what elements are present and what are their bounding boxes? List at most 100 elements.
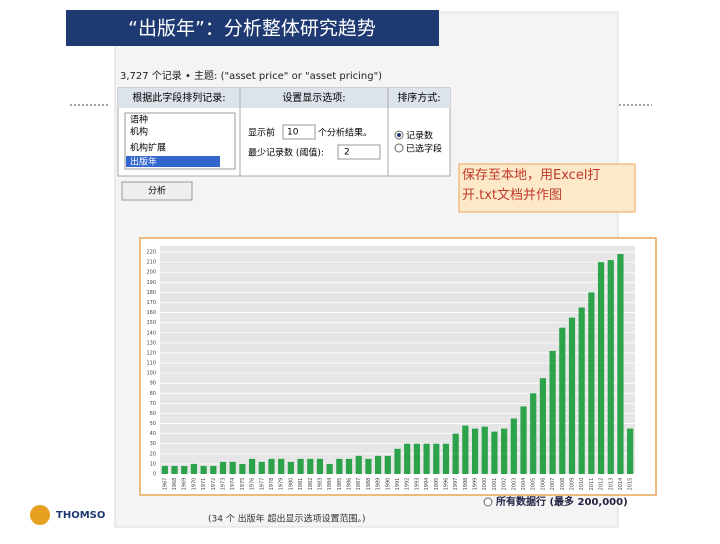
x-tick-label: 1996 <box>443 478 449 491</box>
radio-dot <box>397 133 401 137</box>
x-tick-label: 1980 <box>288 478 294 491</box>
y-tick-label: 110 <box>146 361 156 367</box>
x-tick-label: 1973 <box>221 478 227 491</box>
bar <box>597 262 605 474</box>
count-select[interactable] <box>282 124 316 140</box>
threshold-input[interactable] <box>337 144 381 160</box>
bar <box>510 418 517 474</box>
bar <box>501 428 508 474</box>
x-tick-label: 1976 <box>250 478 256 491</box>
x-tick-label: 1967 <box>162 478 168 491</box>
x-tick-label: 1972 <box>211 478 217 491</box>
bar <box>171 465 178 474</box>
y-tick-label: 120 <box>146 350 156 356</box>
x-tick-label: 1975 <box>240 478 246 491</box>
bar <box>297 458 304 474</box>
record-count: 3,727 个记录 • 主题: ("asset price" or "asset… <box>120 70 382 82</box>
x-tick-label: 1994 <box>424 478 430 491</box>
field[interactable]: 语种 <box>130 114 148 126</box>
x-tick-label: 1984 <box>327 478 333 491</box>
radio[interactable] <box>483 497 493 507</box>
sort-option[interactable]: 已选字段 <box>406 143 442 155</box>
label: 最少记录数 (阈值): <box>248 147 324 159</box>
x-tick-label: 2003 <box>511 478 517 491</box>
slide-title: “出版年”：分析整体研究趋势 <box>128 18 376 40</box>
field[interactable]: 出版年 <box>130 156 157 168</box>
x-tick-label: 2005 <box>531 478 537 491</box>
all-rows[interactable]: 所有数据行 (最多 200,000) <box>496 495 628 508</box>
button-label[interactable]: 分析 <box>148 185 166 197</box>
plot-area <box>160 246 635 474</box>
bar <box>307 458 314 474</box>
bar <box>617 254 624 474</box>
bar <box>161 465 168 474</box>
bar <box>549 350 556 474</box>
bar <box>491 431 498 474</box>
x-tick-label: 2015 <box>628 478 634 491</box>
bar <box>229 461 236 474</box>
bar <box>345 458 353 474</box>
y-tick-label: 210 <box>146 260 156 266</box>
x-tick-label: 1987 <box>356 478 362 491</box>
x-tick-label: 1997 <box>453 478 459 491</box>
x-tick-label: 2000 <box>482 478 488 491</box>
bar <box>181 465 188 474</box>
annotation-wrap: 保存至本地，用Excel打开.txt文档并作图 <box>462 168 600 203</box>
bar <box>248 458 256 474</box>
bar <box>287 461 294 474</box>
x-tick-label: 2011 <box>589 478 595 491</box>
x-tick-label: 1992 <box>405 478 411 491</box>
sort-option[interactable]: 记录数 <box>406 130 433 142</box>
header: 设置显示选项: <box>282 91 345 104</box>
y-tick-label: 10 <box>150 461 156 467</box>
bar <box>268 458 275 474</box>
y-tick-label: 180 <box>146 290 156 296</box>
bar <box>375 455 382 474</box>
x-tick-label: 1979 <box>279 478 285 491</box>
field[interactable]: 机构 <box>130 126 148 138</box>
bar <box>200 465 207 474</box>
bar <box>568 317 576 474</box>
field[interactable]: 机构扩展 <box>130 142 166 154</box>
bar <box>539 378 547 474</box>
label: 个分析结果。 <box>318 127 372 139</box>
bar <box>442 443 450 474</box>
y-tick-label: 100 <box>146 371 156 377</box>
radio[interactable] <box>394 143 404 153</box>
y-tick-label: 170 <box>146 300 156 306</box>
x-tick-label: 1982 <box>308 478 314 491</box>
x-tick-label: 1981 <box>298 478 304 491</box>
footnote: (34 个 出版年 超出显示选项设置范围。) <box>208 513 366 525</box>
bar <box>365 458 372 474</box>
count[interactable]: 10 <box>287 128 299 138</box>
y-tick-label: 220 <box>146 250 156 256</box>
x-tick-label: 1985 <box>337 478 343 491</box>
x-tick-label: 2008 <box>560 478 566 491</box>
x-tick-label: 1971 <box>201 478 207 491</box>
y-tick-label: 20 <box>150 451 156 457</box>
label: 显示前 <box>248 127 275 139</box>
y-tick-label: 200 <box>146 270 156 276</box>
x-tick-label: 1999 <box>473 478 479 491</box>
header: 排序方式: <box>397 91 440 104</box>
analyze-button[interactable] <box>121 181 193 201</box>
bar <box>190 463 198 474</box>
y-tick-label: 150 <box>146 320 156 326</box>
bar <box>588 292 595 474</box>
y-tick-label: 60 <box>150 411 156 417</box>
y-tick-label: 90 <box>150 381 156 387</box>
x-tick-label: 1989 <box>376 478 382 491</box>
threshold[interactable]: 2 <box>344 148 350 158</box>
y-tick-label: 50 <box>150 421 156 427</box>
x-tick-label: 1991 <box>395 478 401 491</box>
bar <box>530 393 537 474</box>
bar <box>423 443 430 474</box>
bar <box>452 433 459 474</box>
x-tick-label: 2002 <box>502 478 508 491</box>
x-tick-label: 1993 <box>414 478 420 491</box>
x-tick-label: 1990 <box>385 478 391 491</box>
chart: 0 10 20 30 40 50 60 70 80 90 100 110 120 130 140 150 160… <box>146 250 635 491</box>
y-tick-label: 70 <box>150 401 156 407</box>
y-tick-label: 40 <box>150 431 156 437</box>
logo: THOMSO <box>56 510 105 521</box>
